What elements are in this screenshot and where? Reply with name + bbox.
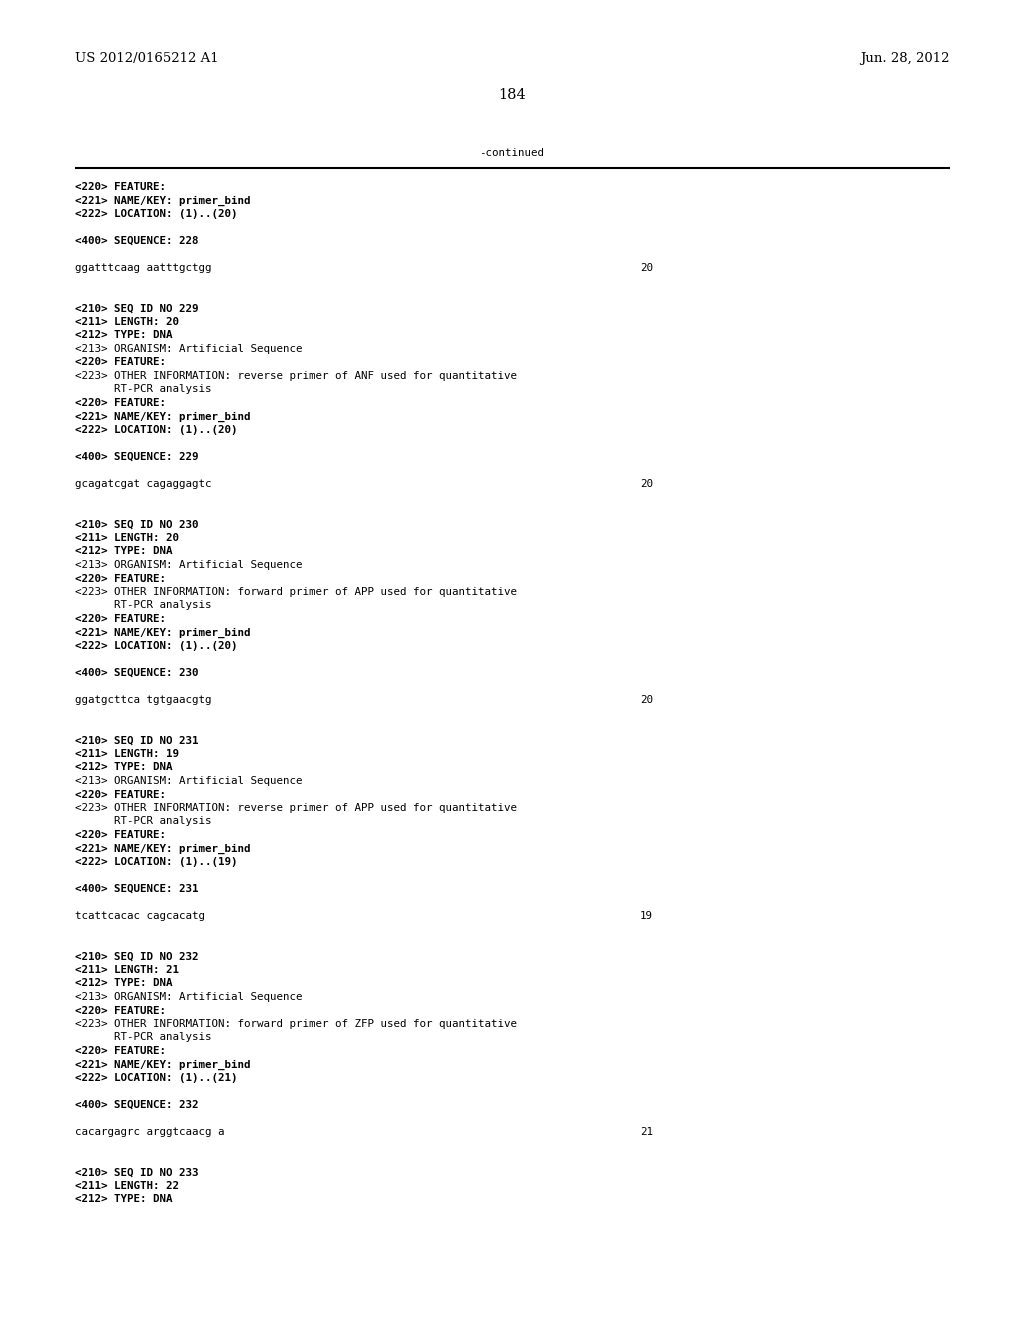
Text: <212> TYPE: DNA: <212> TYPE: DNA — [75, 1195, 172, 1204]
Text: <211> LENGTH: 22: <211> LENGTH: 22 — [75, 1181, 179, 1191]
Text: RT-PCR analysis: RT-PCR analysis — [75, 384, 212, 395]
Text: gcagatcgat cagaggagtc: gcagatcgat cagaggagtc — [75, 479, 212, 488]
Text: <221> NAME/KEY: primer_bind: <221> NAME/KEY: primer_bind — [75, 843, 251, 854]
Text: 21: 21 — [640, 1127, 653, 1137]
Text: <220> FEATURE:: <220> FEATURE: — [75, 358, 166, 367]
Text: <223> OTHER INFORMATION: reverse primer of ANF used for quantitative: <223> OTHER INFORMATION: reverse primer … — [75, 371, 517, 381]
Text: <213> ORGANISM: Artificial Sequence: <213> ORGANISM: Artificial Sequence — [75, 776, 302, 785]
Text: <220> FEATURE:: <220> FEATURE: — [75, 573, 166, 583]
Text: <220> FEATURE:: <220> FEATURE: — [75, 789, 166, 800]
Text: ggatgcttca tgtgaacgtg: ggatgcttca tgtgaacgtg — [75, 696, 212, 705]
Text: <220> FEATURE:: <220> FEATURE: — [75, 1045, 166, 1056]
Text: <400> SEQUENCE: 232: <400> SEQUENCE: 232 — [75, 1100, 199, 1110]
Text: <211> LENGTH: 21: <211> LENGTH: 21 — [75, 965, 179, 975]
Text: <210> SEQ ID NO 231: <210> SEQ ID NO 231 — [75, 735, 199, 746]
Text: <213> ORGANISM: Artificial Sequence: <213> ORGANISM: Artificial Sequence — [75, 345, 302, 354]
Text: 20: 20 — [640, 479, 653, 488]
Text: -continued: -continued — [479, 148, 545, 158]
Text: <221> NAME/KEY: primer_bind: <221> NAME/KEY: primer_bind — [75, 1060, 251, 1069]
Text: <210> SEQ ID NO 230: <210> SEQ ID NO 230 — [75, 520, 199, 529]
Text: <400> SEQUENCE: 228: <400> SEQUENCE: 228 — [75, 236, 199, 246]
Text: <400> SEQUENCE: 230: <400> SEQUENCE: 230 — [75, 668, 199, 678]
Text: <400> SEQUENCE: 231: <400> SEQUENCE: 231 — [75, 884, 199, 894]
Text: <400> SEQUENCE: 229: <400> SEQUENCE: 229 — [75, 451, 199, 462]
Text: <221> NAME/KEY: primer_bind: <221> NAME/KEY: primer_bind — [75, 195, 251, 206]
Text: <212> TYPE: DNA: <212> TYPE: DNA — [75, 546, 172, 557]
Text: <212> TYPE: DNA: <212> TYPE: DNA — [75, 763, 172, 772]
Text: <210> SEQ ID NO 229: <210> SEQ ID NO 229 — [75, 304, 199, 314]
Text: <223> OTHER INFORMATION: forward primer of APP used for quantitative: <223> OTHER INFORMATION: forward primer … — [75, 587, 517, 597]
Text: 20: 20 — [640, 263, 653, 273]
Text: US 2012/0165212 A1: US 2012/0165212 A1 — [75, 51, 219, 65]
Text: <220> FEATURE:: <220> FEATURE: — [75, 399, 166, 408]
Text: <220> FEATURE:: <220> FEATURE: — [75, 1006, 166, 1015]
Text: <213> ORGANISM: Artificial Sequence: <213> ORGANISM: Artificial Sequence — [75, 993, 302, 1002]
Text: <211> LENGTH: 19: <211> LENGTH: 19 — [75, 748, 179, 759]
Text: <220> FEATURE:: <220> FEATURE: — [75, 614, 166, 624]
Text: <222> LOCATION: (1)..(21): <222> LOCATION: (1)..(21) — [75, 1073, 238, 1082]
Text: <221> NAME/KEY: primer_bind: <221> NAME/KEY: primer_bind — [75, 412, 251, 422]
Text: 20: 20 — [640, 696, 653, 705]
Text: <211> LENGTH: 20: <211> LENGTH: 20 — [75, 533, 179, 543]
Text: <222> LOCATION: (1)..(19): <222> LOCATION: (1)..(19) — [75, 857, 238, 867]
Text: RT-PCR analysis: RT-PCR analysis — [75, 817, 212, 826]
Text: <222> LOCATION: (1)..(20): <222> LOCATION: (1)..(20) — [75, 425, 238, 436]
Text: <223> OTHER INFORMATION: forward primer of ZFP used for quantitative: <223> OTHER INFORMATION: forward primer … — [75, 1019, 517, 1030]
Text: <220> FEATURE:: <220> FEATURE: — [75, 830, 166, 840]
Text: <222> LOCATION: (1)..(20): <222> LOCATION: (1)..(20) — [75, 209, 238, 219]
Text: RT-PCR analysis: RT-PCR analysis — [75, 601, 212, 610]
Text: <213> ORGANISM: Artificial Sequence: <213> ORGANISM: Artificial Sequence — [75, 560, 302, 570]
Text: <223> OTHER INFORMATION: reverse primer of APP used for quantitative: <223> OTHER INFORMATION: reverse primer … — [75, 803, 517, 813]
Text: <212> TYPE: DNA: <212> TYPE: DNA — [75, 978, 172, 989]
Text: <210> SEQ ID NO 232: <210> SEQ ID NO 232 — [75, 952, 199, 961]
Text: <220> FEATURE:: <220> FEATURE: — [75, 182, 166, 191]
Text: <212> TYPE: DNA: <212> TYPE: DNA — [75, 330, 172, 341]
Text: 19: 19 — [640, 911, 653, 921]
Text: <222> LOCATION: (1)..(20): <222> LOCATION: (1)..(20) — [75, 642, 238, 651]
Text: Jun. 28, 2012: Jun. 28, 2012 — [860, 51, 950, 65]
Text: tcattcacac cagcacatg: tcattcacac cagcacatg — [75, 911, 205, 921]
Text: <221> NAME/KEY: primer_bind: <221> NAME/KEY: primer_bind — [75, 627, 251, 638]
Text: RT-PCR analysis: RT-PCR analysis — [75, 1032, 212, 1043]
Text: <210> SEQ ID NO 233: <210> SEQ ID NO 233 — [75, 1167, 199, 1177]
Text: ggatttcaag aatttgctgg: ggatttcaag aatttgctgg — [75, 263, 212, 273]
Text: <211> LENGTH: 20: <211> LENGTH: 20 — [75, 317, 179, 327]
Text: cacargagrc arggtcaacg a: cacargagrc arggtcaacg a — [75, 1127, 224, 1137]
Text: 184: 184 — [498, 88, 526, 102]
